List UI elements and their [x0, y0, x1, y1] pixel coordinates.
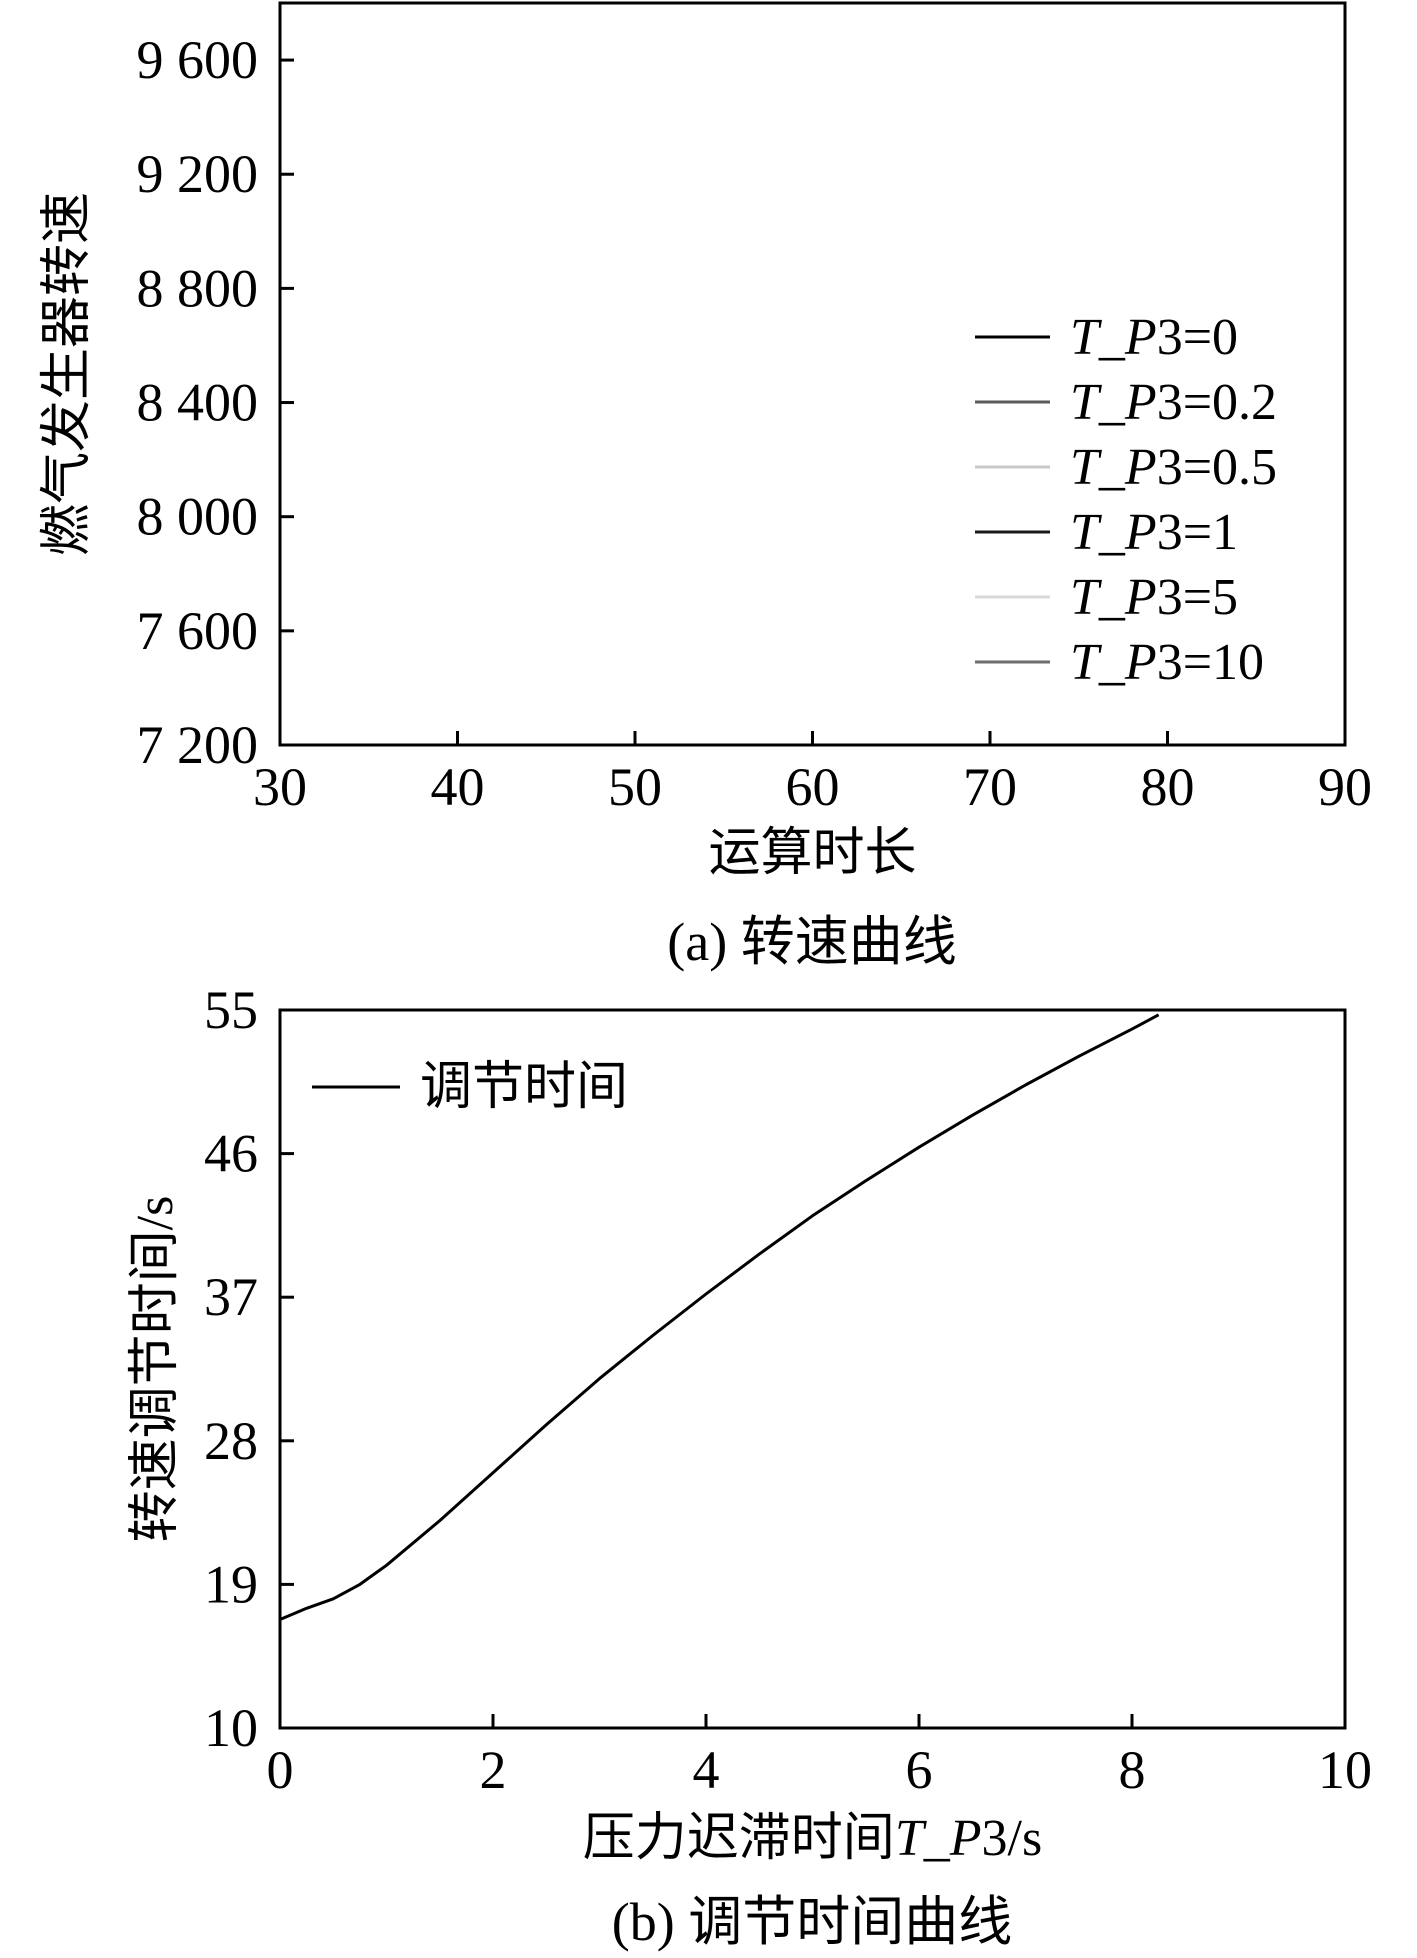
panel-b-plot-frame	[278, 1008, 1347, 1730]
panel-a-x-axis-title: 运算时长	[708, 825, 916, 882]
x-tick-label: 70	[963, 757, 1017, 817]
panel-b-x-axis-title: 压力迟滞时间T_P3/s	[583, 1810, 1042, 1867]
y-tick-label: 9 600	[137, 30, 259, 90]
panel-b-caption: (b) 调节时间曲线	[612, 1892, 1012, 1952]
panel-a-caption: (a) 转速曲线	[667, 912, 956, 972]
y-tick-label: 8 800	[137, 258, 259, 318]
x-tick-label: 2	[480, 1740, 507, 1800]
panel-b-series-lines	[279, 1013, 1160, 1621]
panel-b-y-axis-title: 转速调节时间/s	[127, 1196, 184, 1543]
series-line	[279, 1013, 1160, 1621]
legend-label: T_P3=0	[1070, 309, 1238, 366]
x-tick-label: 10	[1318, 1740, 1372, 1800]
panel-a-legend: T_P3=0 T_P3=0.2 T_P3=0.5 T_P3=1 T_P3=5 T_P3=1…	[975, 309, 1277, 691]
y-tick-label: 37	[204, 1267, 258, 1327]
legend-label: T_P3=0.5	[1070, 439, 1277, 496]
x-tick-label: 0	[267, 1740, 294, 1800]
legend-label: 调节时间	[420, 1059, 628, 1116]
x-tick-label: 30	[253, 757, 307, 817]
legend-label: T_P3=5	[1070, 569, 1238, 626]
x-tick-label: 6	[906, 1740, 933, 1800]
x-tick-label: 80	[1141, 757, 1195, 817]
x-tick-label: 60	[786, 757, 840, 817]
y-tick-label: 9 200	[137, 144, 259, 204]
y-tick-label: 8 000	[137, 487, 259, 547]
panel-a-y-axis-title: 燃气发生器转速	[39, 192, 96, 556]
x-tick-label: 50	[608, 757, 662, 817]
panel-a-ticks: 30 40 50 60 70 80 90 7 200 7 600 8 000 8 400 8 800 9…	[137, 30, 1373, 817]
y-tick-label: 7 600	[137, 601, 259, 661]
x-tick-label: 4	[693, 1740, 720, 1800]
y-tick-label: 28	[204, 1411, 258, 1471]
panel-b-legend: 调节时间	[312, 1059, 628, 1116]
y-tick-label: 10	[204, 1698, 258, 1758]
panel-a-chart: 30 40 50 60 70 80 90 7 200 7 600 8 000 8 400 8 800 9…	[39, 1, 1373, 972]
legend-label: T_P3=10	[1070, 634, 1264, 691]
x-tick-label: 40	[431, 757, 485, 817]
panel-a-plot-frame	[278, 1, 1347, 747]
y-tick-label: 7 200	[137, 715, 259, 775]
y-tick-label: 8 400	[137, 373, 259, 433]
y-tick-label: 19	[204, 1554, 258, 1614]
x-tick-label: 8	[1119, 1740, 1146, 1800]
x-tick-label: 90	[1318, 757, 1372, 817]
legend-label: T_P3=1	[1070, 504, 1238, 561]
y-tick-label: 46	[204, 1124, 258, 1184]
legend-label: T_P3=0.2	[1070, 374, 1277, 431]
y-tick-label: 55	[204, 980, 258, 1040]
